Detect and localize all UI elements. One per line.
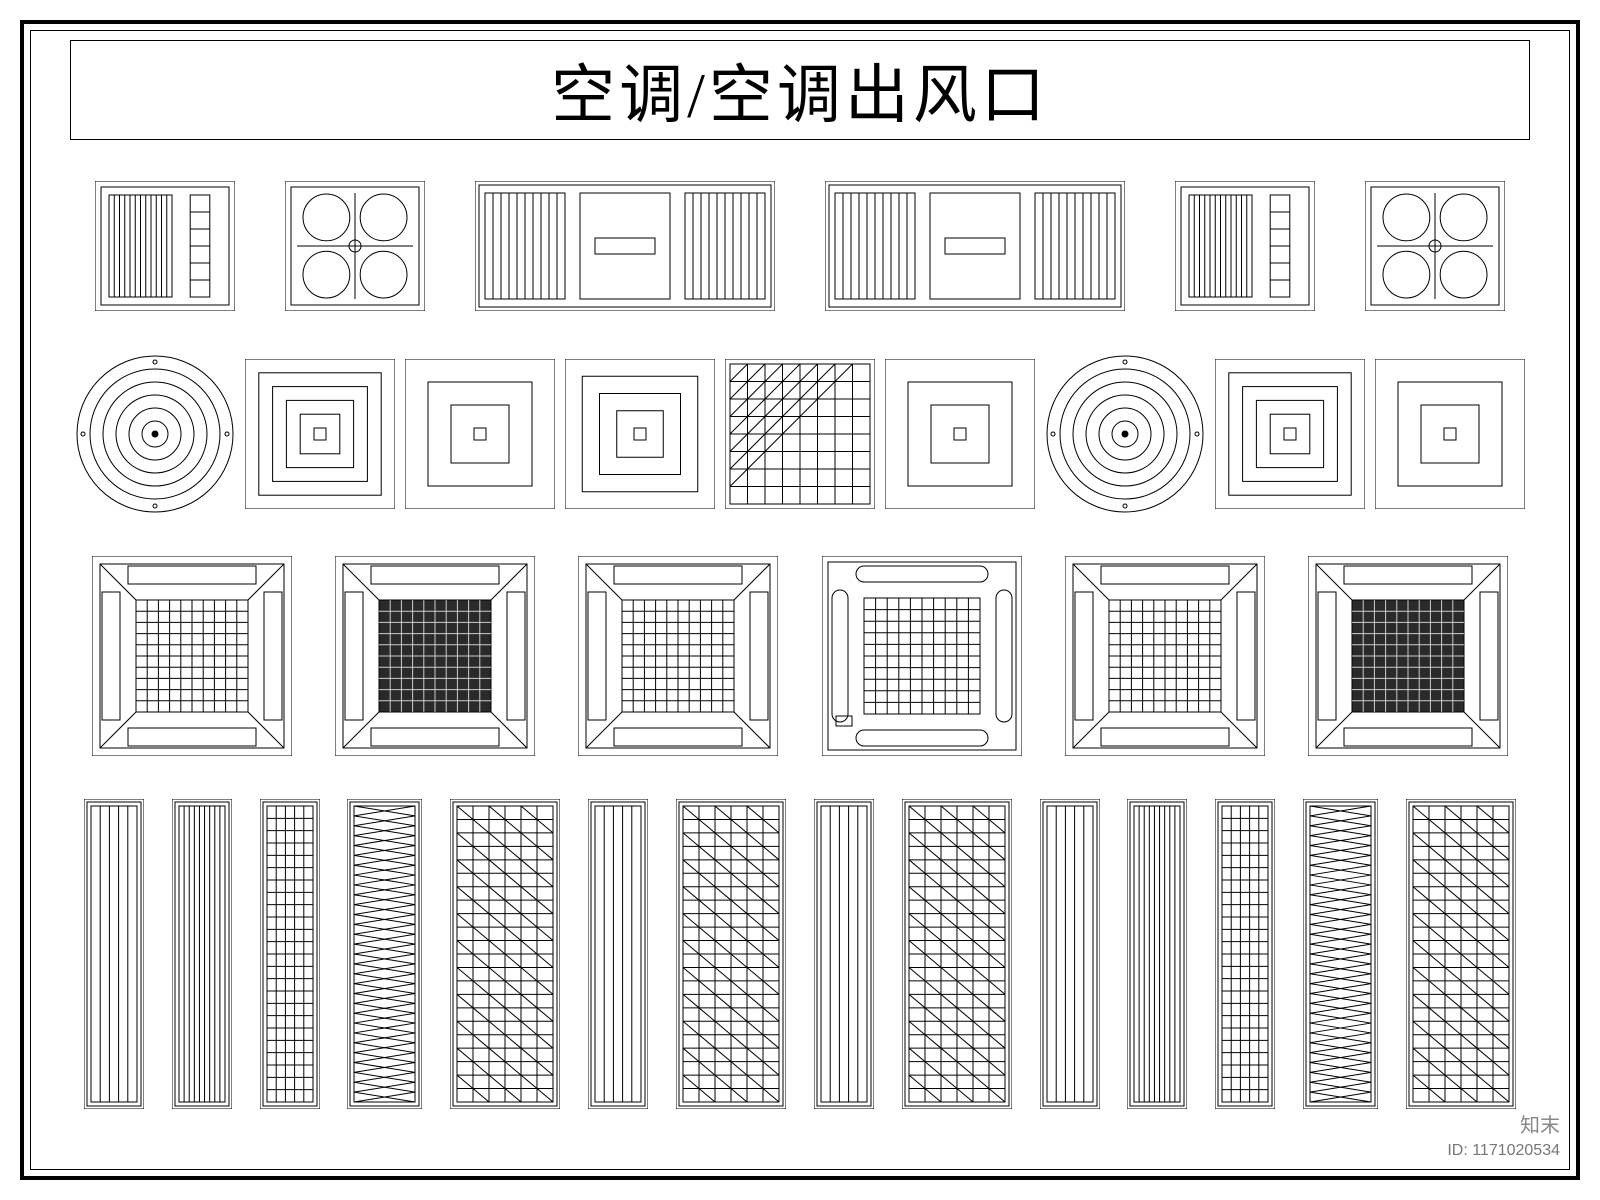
symbol-grid [70, 160, 1530, 1130]
row-2 [70, 354, 1530, 514]
linear-symbol [676, 799, 786, 1109]
resource-id: ID: 1171020534 [1447, 1142, 1560, 1160]
square-diffuser-symbol [245, 359, 395, 509]
heater-louver-symbol [1175, 181, 1315, 311]
heater-louver-symbol [95, 181, 235, 311]
linear-symbol [1127, 799, 1187, 1109]
cassette-symbol [578, 556, 778, 756]
linear-symbol [172, 799, 232, 1109]
linear-symbol [588, 799, 648, 1109]
cassette-symbol [1308, 556, 1508, 756]
linear-symbol [1303, 799, 1378, 1109]
square-diffuser-symbol [565, 359, 715, 509]
square-diffuser-symbol [405, 359, 555, 509]
cassette-round-symbol [822, 556, 1022, 756]
four-lamp-symbol [1365, 181, 1505, 311]
egg-crate-symbol [725, 359, 875, 509]
linear-symbol [84, 799, 144, 1109]
page-title: 空调/空调出风口 [70, 40, 1530, 140]
linear-symbol [1215, 799, 1275, 1109]
linear-symbol [902, 799, 1012, 1109]
four-lamp-symbol [285, 181, 425, 311]
title-text: 空调/空调出风口 [551, 44, 1049, 136]
linear-symbol [347, 799, 422, 1109]
linear-symbol [814, 799, 874, 1109]
linear-symbol [1406, 799, 1516, 1109]
wide-vent-symbol [475, 181, 775, 311]
square-diffuser-symbol [1215, 359, 1365, 509]
row-4 [70, 799, 1530, 1109]
linear-symbol [260, 799, 320, 1109]
circular-diffuser-symbol [1045, 354, 1205, 514]
wide-vent-symbol [825, 181, 1125, 311]
linear-symbol [1040, 799, 1100, 1109]
square-diffuser-symbol [1375, 359, 1525, 509]
row-1 [70, 181, 1530, 311]
square-diffuser-symbol [885, 359, 1035, 509]
cassette-symbol [335, 556, 535, 756]
cassette-symbol [1065, 556, 1265, 756]
linear-symbol [450, 799, 560, 1109]
row-3 [70, 556, 1530, 756]
cassette-symbol [92, 556, 292, 756]
brand-watermark: 知末 [1520, 1109, 1560, 1138]
circular-diffuser-symbol [75, 354, 235, 514]
